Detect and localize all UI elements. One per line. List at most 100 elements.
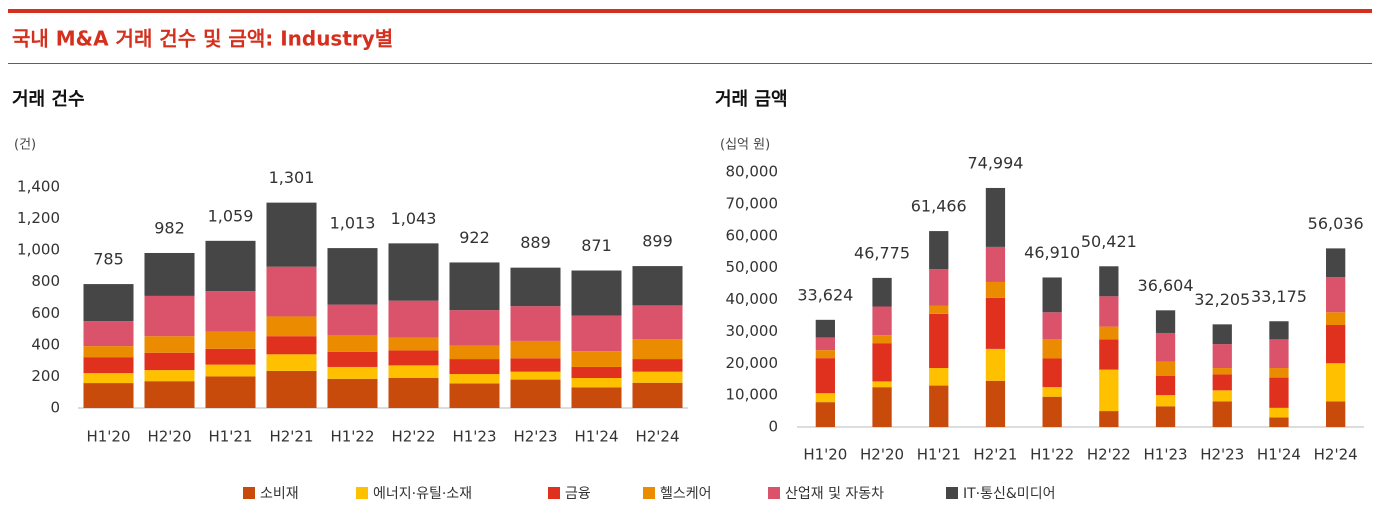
bar-segment: [632, 371, 683, 383]
legend-label: 헬스케어: [660, 486, 712, 502]
x-tick-label: H1'22: [1030, 446, 1074, 464]
bar-segment: [449, 359, 500, 375]
y-tick-label: 400: [31, 335, 60, 353]
bar-segment: [83, 383, 134, 408]
bar-segment: [449, 262, 500, 311]
x-tick-label: H1'24: [1257, 446, 1301, 464]
bar-segment: [327, 351, 378, 367]
unit-label: (십억 원): [720, 138, 770, 153]
bar-segment: [1042, 358, 1062, 388]
bar-segment: [815, 393, 835, 403]
bar-segment: [815, 337, 835, 351]
bar-segment: [205, 291, 256, 332]
x-tick-label: H2'21: [269, 428, 313, 446]
bar-segment: [929, 231, 949, 270]
bar-segment: [510, 358, 561, 372]
bar-segment: [83, 373, 134, 384]
bar-segment: [266, 370, 317, 408]
bar-segment: [985, 187, 1006, 247]
chart-title: 거래 금액: [715, 89, 788, 110]
legend-swatch: [768, 487, 780, 499]
x-tick-label: H2'24: [1314, 446, 1358, 464]
bar-segment: [815, 358, 835, 394]
bar-segment: [632, 266, 683, 306]
total-label: 46,775: [854, 243, 910, 262]
bar-segment: [388, 337, 439, 351]
bar-segment: [929, 269, 949, 306]
bar-segment: [872, 335, 892, 344]
legend-label: 산업재 및 자동차: [785, 486, 884, 502]
bar-segment: [388, 365, 439, 379]
x-tick-label: H1'21: [208, 428, 252, 446]
total-label: 61,466: [911, 197, 967, 216]
y-tick-label: 800: [31, 272, 60, 290]
bar-segment: [929, 368, 949, 386]
bar-segment: [327, 366, 378, 379]
top-rule: [8, 9, 1372, 13]
bar-segment: [388, 378, 439, 408]
total-label: 899: [642, 232, 673, 251]
bar-segment: [1099, 266, 1119, 297]
bar-segment: [1212, 401, 1232, 427]
bar-segment: [1155, 395, 1176, 407]
y-tick-label: 1,000: [17, 241, 60, 259]
bar-segment: [1269, 417, 1289, 427]
y-tick-label: 1,400: [17, 178, 60, 196]
bar-segment: [1326, 363, 1346, 402]
bar-segment: [144, 295, 195, 337]
bar-segment: [1042, 312, 1062, 340]
total-label: 32,205: [1194, 290, 1250, 309]
legend-label: 에너지·유틸·소재: [373, 486, 472, 502]
bar-segment: [83, 346, 134, 358]
bar-segment: [266, 202, 317, 267]
y-tick-label: 20,000: [726, 354, 779, 372]
bar-segment: [1042, 387, 1062, 397]
bar-segment: [144, 370, 195, 382]
legend-label: 금융: [565, 486, 591, 502]
x-tick-label: H2'20: [147, 428, 191, 446]
bar-segment: [1099, 411, 1119, 427]
bar-segment: [388, 350, 439, 366]
y-tick-label: 80,000: [726, 163, 779, 181]
bar-segment: [1042, 396, 1062, 427]
bar-segment: [205, 348, 256, 365]
bar-segment: [1042, 339, 1062, 359]
x-tick-label: H2'24: [635, 428, 679, 446]
bar-segment: [1155, 310, 1176, 333]
bar-segment: [1155, 332, 1176, 362]
x-tick-label: H2'22: [1087, 446, 1131, 464]
total-label: 36,604: [1138, 276, 1194, 295]
x-tick-label: H1'24: [574, 428, 618, 446]
bar-segment: [327, 248, 378, 305]
bar-segment: [1155, 376, 1176, 396]
total-label: 1,013: [330, 214, 376, 233]
legend-swatch: [946, 487, 958, 499]
bar-segment: [1326, 325, 1346, 364]
x-tick-label: H1'23: [452, 428, 496, 446]
bar-segment: [266, 354, 317, 371]
bar-segment: [1212, 368, 1232, 375]
bar-segment: [872, 381, 892, 388]
bar-segment: [1099, 326, 1119, 340]
y-tick-label: 1,200: [17, 209, 60, 227]
bar-segment: [985, 348, 1006, 381]
x-tick-label: H2'22: [391, 428, 435, 446]
total-label: 33,624: [797, 285, 853, 304]
bar-segment: [1269, 377, 1289, 408]
bar-segment: [571, 378, 622, 388]
legend-swatch: [643, 487, 655, 499]
bar-segment: [510, 371, 561, 380]
bar-segment: [327, 378, 378, 408]
bar-segment: [510, 306, 561, 341]
total-label: 982: [154, 218, 185, 237]
total-label: 46,910: [1024, 243, 1080, 262]
x-tick-label: H1'22: [330, 428, 374, 446]
bar-segment: [1326, 248, 1346, 278]
bar-segment: [571, 387, 622, 408]
y-tick-label: 0: [50, 399, 60, 417]
bar-segment: [1269, 407, 1289, 418]
legend-swatch: [548, 487, 560, 499]
bar-segment: [985, 297, 1006, 349]
bar-segment: [1326, 401, 1346, 427]
